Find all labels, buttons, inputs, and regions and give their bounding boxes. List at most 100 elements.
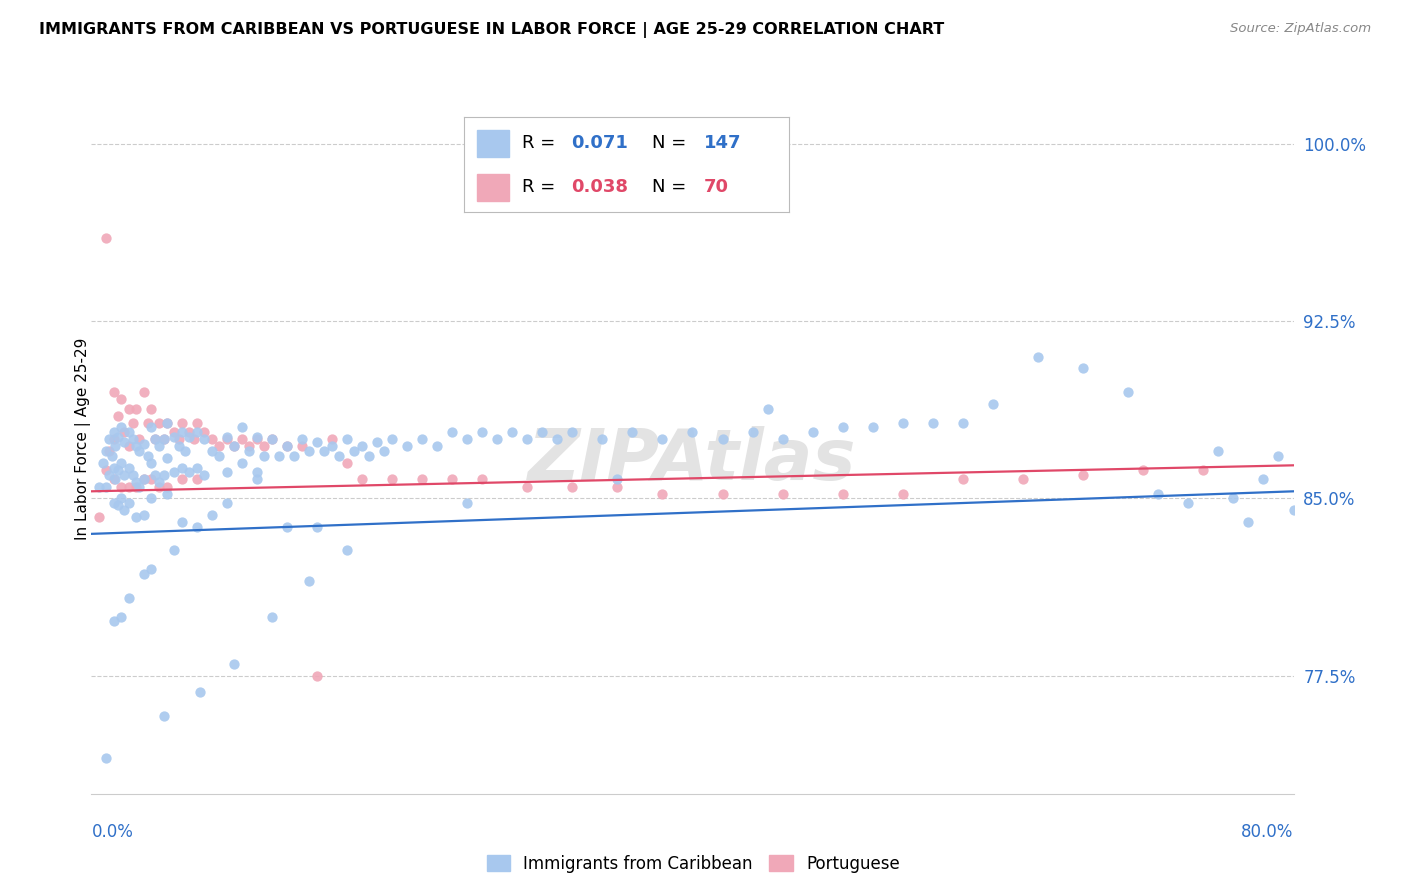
Point xyxy=(103,473,125,487)
Point xyxy=(606,473,628,487)
Point xyxy=(321,439,343,453)
Point xyxy=(531,425,554,440)
Point xyxy=(193,432,215,446)
Point xyxy=(681,425,703,440)
Point xyxy=(471,425,494,440)
Point xyxy=(411,432,433,446)
Point xyxy=(107,409,129,423)
Point xyxy=(1147,486,1170,500)
Point xyxy=(215,432,238,446)
Point xyxy=(1237,515,1260,529)
Point xyxy=(143,432,166,446)
Point xyxy=(96,751,118,765)
Point xyxy=(132,473,155,487)
Point xyxy=(128,432,150,446)
Point xyxy=(350,473,373,487)
Point xyxy=(103,460,125,475)
Point xyxy=(107,463,129,477)
Point xyxy=(651,432,673,446)
Point xyxy=(711,486,734,500)
Point xyxy=(486,432,509,446)
Point xyxy=(283,449,305,463)
Point xyxy=(170,515,193,529)
Point xyxy=(395,439,418,453)
Point xyxy=(231,432,253,446)
Point xyxy=(411,473,433,487)
Point xyxy=(170,425,193,440)
Point xyxy=(148,475,170,489)
Point xyxy=(170,416,193,430)
Point xyxy=(138,416,160,430)
Point xyxy=(291,439,314,453)
Point xyxy=(215,466,238,480)
Point xyxy=(193,425,215,440)
Point xyxy=(1192,463,1215,477)
Point xyxy=(177,425,200,440)
Point xyxy=(1012,473,1035,487)
Point xyxy=(305,520,328,534)
Point xyxy=(238,444,260,458)
Point xyxy=(1267,449,1289,463)
Point xyxy=(114,467,136,482)
Point xyxy=(103,385,125,400)
Point xyxy=(118,480,141,494)
Point xyxy=(201,432,224,446)
Point xyxy=(143,467,166,482)
Point xyxy=(276,520,298,534)
Point xyxy=(87,510,110,524)
Point xyxy=(291,432,314,446)
Point xyxy=(103,615,125,629)
Point xyxy=(952,416,974,430)
Text: N =: N = xyxy=(652,178,692,196)
Point xyxy=(314,444,336,458)
Point xyxy=(122,416,145,430)
Text: ZIPAtlas: ZIPAtlas xyxy=(529,426,856,495)
Point xyxy=(96,480,118,494)
Point xyxy=(141,562,163,576)
Point xyxy=(132,567,155,582)
Point xyxy=(163,543,186,558)
Point xyxy=(110,392,132,406)
Point xyxy=(471,473,494,487)
Point xyxy=(98,467,121,482)
Point xyxy=(122,432,145,446)
Point xyxy=(350,439,373,453)
Point xyxy=(186,416,208,430)
Point xyxy=(801,425,824,440)
Point xyxy=(456,432,478,446)
Point xyxy=(125,480,148,494)
Point xyxy=(152,432,174,446)
Point xyxy=(651,486,673,500)
Point xyxy=(152,709,174,723)
Legend: Immigrants from Caribbean, Portuguese: Immigrants from Caribbean, Portuguese xyxy=(479,848,907,880)
Point xyxy=(186,520,208,534)
Point xyxy=(141,473,163,487)
Point xyxy=(238,439,260,453)
Point xyxy=(328,449,350,463)
Point xyxy=(167,439,190,453)
Point xyxy=(741,425,763,440)
Point xyxy=(561,480,583,494)
Point xyxy=(253,449,276,463)
Point xyxy=(96,463,118,477)
Y-axis label: In Labor Force | Age 25-29: In Labor Force | Age 25-29 xyxy=(75,338,91,541)
Point xyxy=(276,439,298,453)
Point xyxy=(298,574,321,589)
Point xyxy=(152,467,174,482)
Point xyxy=(173,444,195,458)
Text: 80.0%: 80.0% xyxy=(1241,822,1294,840)
Point xyxy=(125,510,148,524)
Point xyxy=(1071,361,1094,376)
Point xyxy=(711,432,734,446)
Point xyxy=(260,609,283,624)
Point xyxy=(1116,385,1139,400)
Bar xyxy=(477,130,509,157)
Point xyxy=(118,439,141,453)
Text: 147: 147 xyxy=(704,135,742,153)
Point xyxy=(132,508,155,522)
Point xyxy=(298,444,321,458)
Point xyxy=(426,439,449,453)
Bar xyxy=(477,174,509,201)
Point xyxy=(891,486,914,500)
Point xyxy=(114,434,136,449)
